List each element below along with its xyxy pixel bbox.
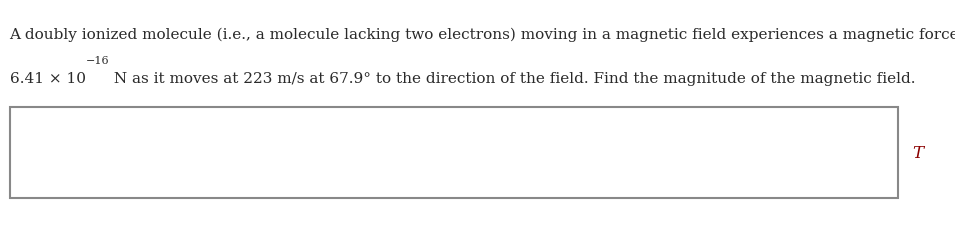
Text: T: T (912, 144, 923, 162)
Text: −16: −16 (86, 56, 109, 66)
FancyBboxPatch shape (10, 108, 898, 198)
Text: N as it moves at 223 m/s at 67.9° to the direction of the field. Find the magnit: N as it moves at 223 m/s at 67.9° to the… (109, 72, 916, 86)
Text: A doubly ionized molecule (i.e., a molecule lacking two electrons) moving in a m: A doubly ionized molecule (i.e., a molec… (10, 27, 955, 41)
Text: 6.41 × 10: 6.41 × 10 (10, 72, 86, 86)
